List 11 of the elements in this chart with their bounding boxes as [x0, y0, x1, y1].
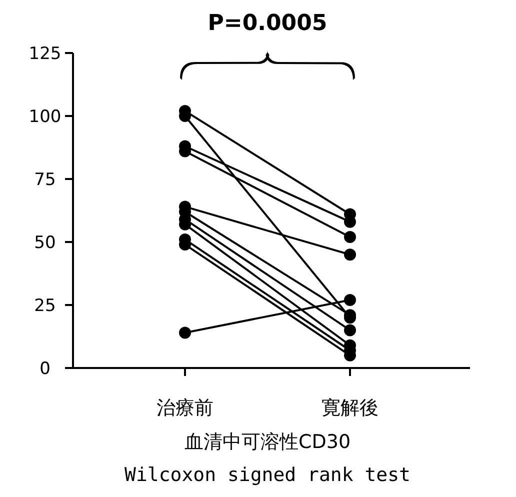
x-axis-title: 血清中可溶性CD30 [184, 431, 351, 453]
y-tick-label: 75 [34, 170, 56, 190]
y-tick-label: 125 [28, 44, 62, 64]
y-tick-label: 50 [34, 233, 56, 253]
text: Wilcoxon signed rank test [124, 464, 410, 486]
y-tick-label: 25 [34, 296, 56, 316]
text: P=0.0005 [208, 11, 328, 36]
y-tick-label: 100 [28, 107, 62, 127]
x-tick-label: 治療前 [156, 397, 214, 419]
y-tick-label: 0 [40, 359, 50, 379]
x-tick-label: 寛解後 [322, 397, 378, 419]
